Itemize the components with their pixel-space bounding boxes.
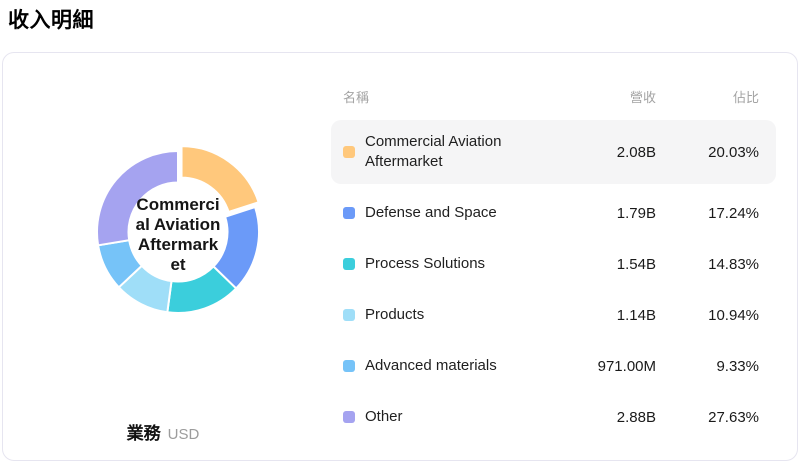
revenue-value: 2.88B <box>616 408 656 426</box>
share-value: 20.03% <box>708 143 759 161</box>
series-color-marker-icon <box>343 411 355 423</box>
col-header-name: 名稱 <box>343 89 370 105</box>
share-value: 14.83% <box>708 255 759 273</box>
table-header-row: 名稱 營收 佔比 <box>331 86 776 106</box>
series-name-cell: Commercial Aviation Aftermarket <box>343 132 536 172</box>
series-name-cell: Products <box>343 305 536 325</box>
revenue-value: 1.54B <box>616 255 656 273</box>
series-color-marker-icon <box>343 207 355 219</box>
series-color-marker-icon <box>343 258 355 270</box>
table-row[interactable]: Defense and Space 1.79B 17.24% <box>331 191 776 235</box>
page-title: 收入明細 <box>8 9 94 32</box>
series-name-cell: Other <box>343 407 536 427</box>
series-name: Commercial Aviation Aftermarket <box>365 133 502 170</box>
revenue-value: 1.79B <box>616 204 656 222</box>
series-color-marker-icon <box>343 309 355 321</box>
series-color-marker-icon <box>343 146 355 158</box>
table-row[interactable]: Process Solutions 1.54B 14.83% <box>331 242 776 286</box>
table-row[interactable]: Advanced materials 971.00M 9.33% <box>331 344 776 388</box>
series-name-cell: Advanced materials <box>343 356 536 376</box>
share-value: 10.94% <box>708 306 759 324</box>
series-name: Products <box>365 306 425 323</box>
table-row[interactable]: Commercial Aviation Aftermarket 2.08B 20.0… <box>331 120 776 184</box>
series-color-marker-icon <box>343 360 355 372</box>
table-row[interactable]: Products 1.14B 10.94% <box>331 293 776 337</box>
col-header-revenue: 營收 <box>629 89 656 105</box>
revenue-breakdown-card: Commerci al Aviation Aftermark et 業務 USD 名稱 … <box>2 52 798 461</box>
series-name-cell: Defense and Space <box>343 203 536 223</box>
dimension-label: 業務 <box>126 424 161 443</box>
series-name: Advanced materials <box>365 357 497 374</box>
series-name-cell: Process Solutions <box>343 254 536 274</box>
table-body: Commercial Aviation Aftermarket 2.08B 20.0… <box>331 120 776 439</box>
series-name: Defense and Space <box>365 204 497 221</box>
col-header-share: 佔比 <box>732 89 759 105</box>
donut-chart <box>96 145 260 314</box>
revenue-value: 2.08B <box>616 143 656 161</box>
revenue-value: 971.00M <box>597 357 656 375</box>
share-value: 17.24% <box>708 204 759 222</box>
series-name: Process Solutions <box>365 255 486 272</box>
share-value: 9.33% <box>716 357 759 375</box>
revenue-value: 1.14B <box>616 306 656 324</box>
share-value: 27.63% <box>708 408 759 426</box>
legend-table: 名稱 營收 佔比 Commercial Aviation Aftermarket… <box>331 86 776 439</box>
chart-footer: 業務 USD <box>43 419 283 444</box>
currency-unit-label: USD <box>167 426 200 443</box>
table-row[interactable]: Other 2.88B 27.63% <box>331 395 776 439</box>
donut-segment[interactable] <box>96 150 179 247</box>
series-name: Other <box>365 408 403 425</box>
donut-segment[interactable] <box>180 145 260 213</box>
